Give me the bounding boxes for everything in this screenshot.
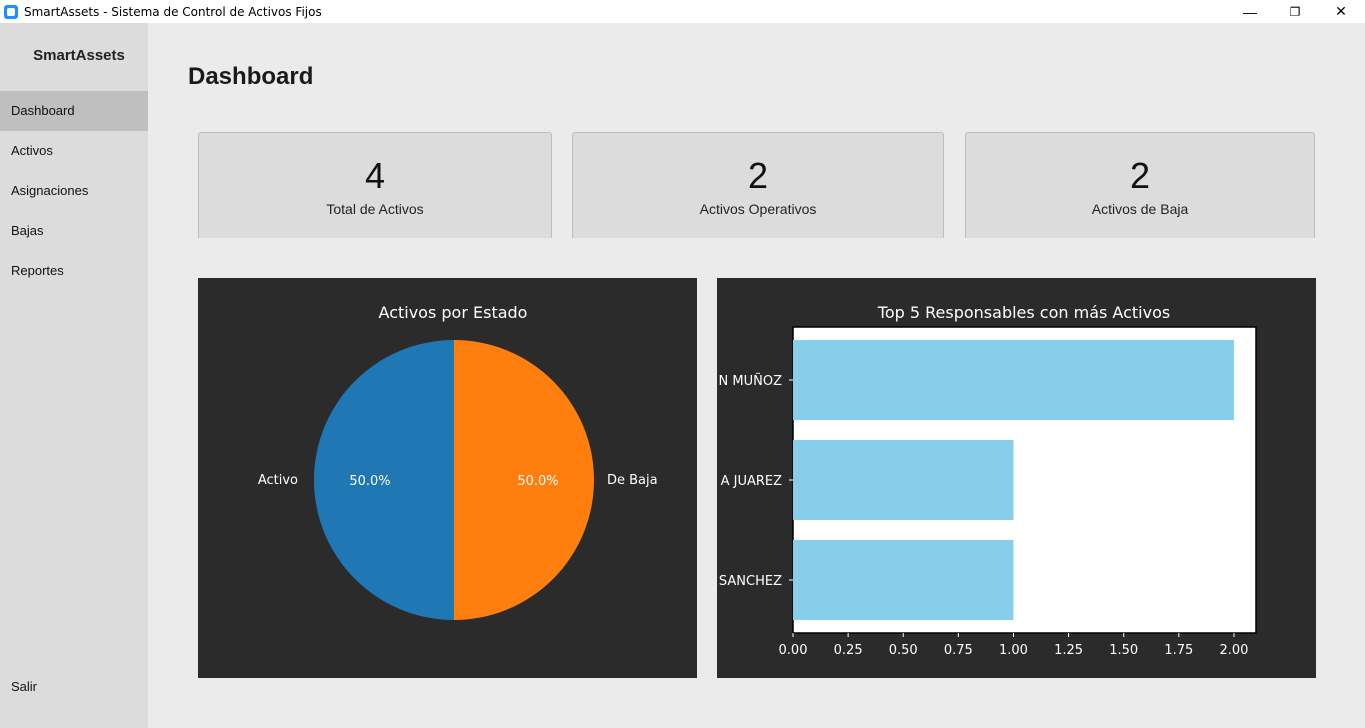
pie-pct-label: 50.0% (517, 474, 558, 489)
x-tick-label: 1.75 (1164, 643, 1193, 658)
title-bar: SmartAssets - Sistema de Control de Acti… (0, 0, 1365, 23)
y-tick-label: N MUÑOZ (719, 373, 783, 389)
bar-chart-panel: Top 5 Responsables con más Activos N MUÑ… (717, 278, 1316, 678)
card-label: Total de Activos (326, 201, 424, 217)
x-tick-label: 0.00 (779, 643, 808, 658)
bar-title: Top 5 Responsables con más Activos (877, 303, 1170, 322)
restore-button[interactable]: ❐ (1289, 4, 1301, 19)
x-tick-label: 1.25 (1054, 643, 1083, 658)
pie-label-de-baja: De Baja (607, 473, 658, 488)
pie-slice-0 (314, 340, 454, 620)
pie-chart: Activos por Estado Activo De Baja 50.0% 5… (258, 303, 658, 620)
pie-pct-label: 50.0% (349, 474, 390, 489)
y-tick-label: SANCHEZ (719, 574, 782, 589)
brand-logo: SmartAssets (33, 47, 125, 64)
pie-label-activo: Activo (258, 473, 298, 488)
y-tick-label: A JUAREZ (721, 474, 783, 489)
bar-chart: Top 5 Responsables con más Activos N MUÑ… (719, 303, 1257, 658)
x-tick-label: 1.00 (999, 643, 1028, 658)
card-activos-operativos: 2 Activos Operativos (572, 132, 944, 238)
sidebar-item-activos[interactable]: Activos (11, 143, 53, 158)
pie-slice-1 (454, 340, 594, 620)
card-value: 2 (1129, 155, 1151, 196)
card-activos-baja: 2 Activos de Baja (965, 132, 1315, 238)
x-tick-label: 0.25 (834, 643, 863, 658)
bar (793, 440, 1014, 520)
card-total-activos: 4 Total de Activos (198, 132, 552, 238)
card-value: 4 (364, 155, 386, 196)
card-label: Activos de Baja (1091, 201, 1189, 217)
bar (793, 340, 1234, 420)
bar (793, 540, 1014, 620)
sidebar-item-salir[interactable]: Salir (11, 679, 38, 694)
sidebar-item-asignaciones[interactable]: Asignaciones (11, 183, 89, 198)
app-icon (4, 4, 18, 19)
close-button[interactable]: ✕ (1335, 3, 1347, 19)
x-tick-label: 1.50 (1109, 643, 1138, 658)
sidebar-item-bajas[interactable]: Bajas (11, 223, 44, 238)
sidebar-item-dashboard[interactable]: Dashboard (0, 91, 148, 131)
minimize-button[interactable]: — (1243, 3, 1257, 20)
x-tick-label: 0.75 (944, 643, 973, 658)
x-tick-label: 2.00 (1219, 643, 1248, 658)
page-title: Dashboard (188, 63, 314, 90)
pie-title: Activos por Estado (379, 303, 528, 322)
card-value: 2 (747, 155, 769, 196)
window-title: SmartAssets - Sistema de Control de Acti… (24, 4, 322, 19)
pie-chart-panel: Activos por Estado Activo De Baja 50.0% 5… (198, 278, 697, 678)
sidebar-item-reportes[interactable]: Reportes (11, 263, 64, 278)
sidebar: SmartAssets Dashboard Activos Asignacion… (0, 23, 148, 728)
x-tick-label: 0.50 (889, 643, 918, 658)
card-label: Activos Operativos (699, 201, 817, 217)
